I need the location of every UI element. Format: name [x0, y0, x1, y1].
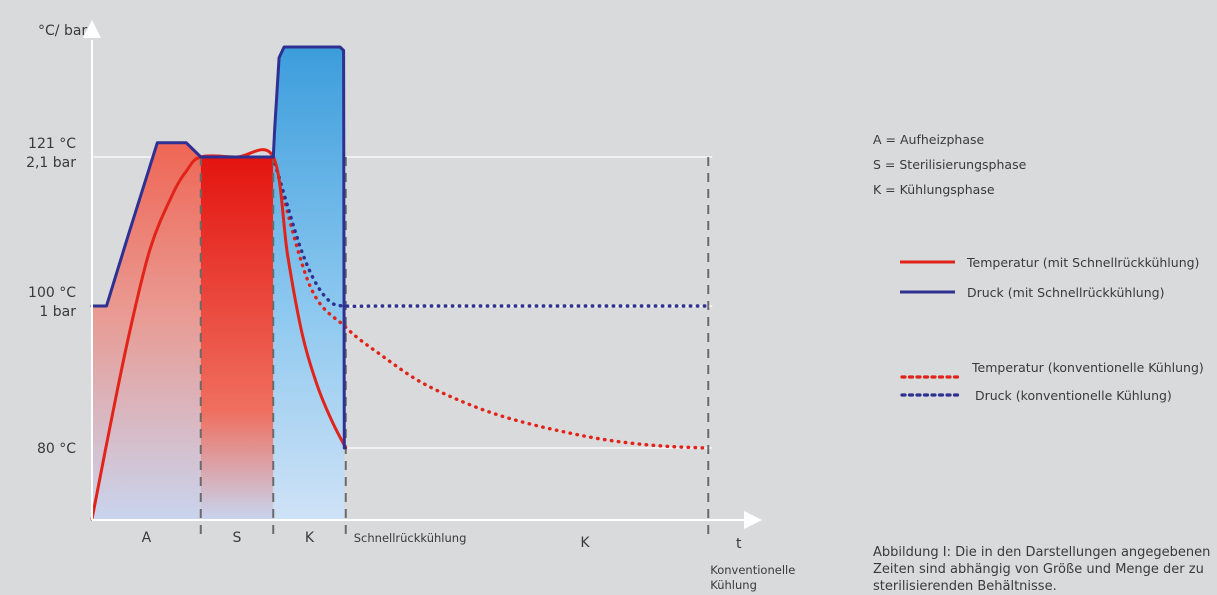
phase-label-conventional-cooling: K: [580, 535, 590, 551]
series-line-1: [90, 45, 347, 450]
phase-label: A: [142, 530, 152, 546]
x-axis-arrow: [744, 511, 762, 529]
sterilization-phase-area: [200, 157, 274, 520]
y-tick-label: 80 °C: [37, 441, 76, 457]
x-axis-label: t: [736, 536, 742, 552]
series-line-2: [271, 155, 710, 450]
legend-label-temp-conv: Temperatur (konventionelle Kühlung): [971, 360, 1204, 375]
figure-caption: Abbildung I: Die in den Darstellungen an…: [873, 545, 1211, 594]
phase-label: S: [233, 530, 242, 546]
legend-phase-k: K = Kühlungsphase: [873, 182, 995, 197]
y-tick-label: 100 °C: [28, 285, 76, 301]
y-tick-label: 121 °C: [28, 136, 76, 152]
legend-label-pressure-conv: Druck (konventionelle Kühlung): [975, 388, 1172, 403]
conventional-cooling-end-label: Kühlung: [710, 578, 757, 592]
y-axis-label: °C/ bar: [38, 23, 87, 39]
legend: A = Aufheizphase S = Sterilisierungsphas…: [873, 132, 1204, 403]
heating-phase-area: [92, 142, 201, 521]
y-tick-labels: 121 °C 2,1 bar 100 °C 1 bar 80 °C: [26, 136, 76, 457]
series-line-3: [271, 155, 710, 308]
legend-label-temp-fast: Temperatur (mit Schnellrückkühlung): [966, 255, 1199, 270]
phase-label-fast-cooling: Schnellrückkühlung: [354, 531, 467, 545]
y-tick-label: 2,1 bar: [26, 155, 76, 171]
legend-phase-a: A = Aufheizphase: [873, 132, 985, 147]
series-layer: [90, 45, 710, 521]
conventional-cooling-end-label: Konventionelle: [710, 563, 795, 577]
phase-labels: A S K Schnellrückkühlung K KonventionelleKühl…: [142, 530, 796, 592]
legend-phase-s: S = Sterilisierungsphase: [873, 157, 1027, 172]
y-axis-arrow: [83, 20, 101, 38]
phase-label: K: [305, 530, 315, 546]
axes: [83, 20, 762, 529]
y-tick-label: 1 bar: [39, 304, 76, 320]
legend-label-pressure-fast: Druck (mit Schnellrückkühlung): [967, 285, 1164, 300]
